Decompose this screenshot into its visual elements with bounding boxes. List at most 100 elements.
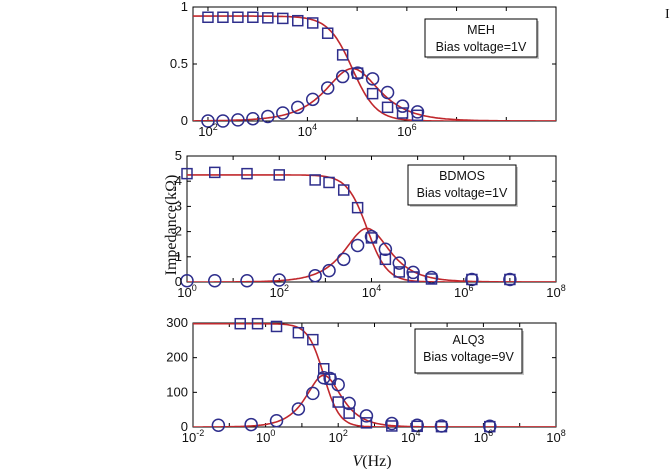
circle-marker	[410, 418, 424, 433]
x-tick-label: 108	[546, 428, 565, 445]
legend-title: MEH	[467, 23, 495, 37]
circle-marker	[365, 72, 380, 86]
circle-marker	[276, 106, 290, 120]
y-tick-label: 0	[175, 274, 182, 289]
legend-box	[407, 164, 517, 206]
data-markers	[211, 317, 497, 434]
y-tick-label: 0.5	[170, 56, 188, 71]
circle-marker	[305, 92, 320, 107]
fit-curve-real	[193, 15, 556, 121]
panel-meh: 102 104 106 0 0.5 1 MEH Bias voltage=1V	[170, 0, 557, 139]
y-axis-label: Impedance(kΩ)	[163, 175, 180, 276]
square-marker	[323, 176, 335, 189]
legend-title: ALQ3	[453, 333, 485, 347]
circle-marker	[308, 268, 322, 283]
y-tick-label: 5	[175, 148, 182, 163]
circle-marker	[269, 414, 284, 428]
square-marker	[251, 317, 264, 330]
square-marker	[337, 184, 350, 196]
circle-marker	[483, 419, 497, 434]
square-marker	[396, 107, 409, 119]
square-marker	[202, 11, 214, 24]
x-tick-label: 106	[454, 283, 473, 300]
circle-marker	[503, 272, 517, 287]
circle-marker	[380, 85, 395, 100]
square-marker	[247, 11, 259, 24]
square-marker	[292, 14, 304, 27]
x-axis-label: V(Hz)	[352, 453, 391, 469]
circle-marker	[410, 105, 425, 119]
legend-title: BDMOS	[439, 169, 485, 183]
square-marker	[360, 417, 373, 429]
square-marker	[273, 169, 285, 181]
y-tick-label: 1	[181, 0, 188, 14]
circle-marker	[406, 265, 420, 280]
circle-marker	[385, 416, 399, 431]
x-tick-label: 102	[198, 122, 217, 139]
x-axis-label-unit: (Hz)	[362, 453, 391, 469]
fit-curve-real	[187, 174, 556, 282]
legend-box	[414, 328, 523, 374]
y-tick-label: 200	[166, 350, 188, 365]
circle-marker	[291, 402, 306, 416]
fit-curve-real	[193, 323, 556, 427]
square-marker	[381, 101, 394, 114]
circle-marker	[335, 69, 350, 84]
circle-marker	[291, 100, 305, 115]
circle-marker	[246, 111, 260, 126]
square-marker	[379, 253, 392, 266]
fit-curves	[187, 174, 556, 282]
circle-marker	[216, 114, 230, 128]
square-marker	[309, 174, 321, 186]
x-tick-label: 106	[397, 122, 416, 139]
legend-subtitle: Bias voltage=9V	[423, 350, 514, 364]
square-marker	[351, 201, 364, 214]
legend-subtitle: Bias voltage=1V	[417, 186, 508, 200]
y-tick-label: 0	[181, 113, 188, 128]
circle-marker	[244, 417, 258, 432]
square-marker	[343, 407, 355, 419]
y-tick-label: 1	[175, 249, 182, 264]
square-marker	[318, 363, 330, 375]
data-markers	[201, 11, 425, 128]
panel-bdmos: 100 102 104 106 108 0 1 2 3 4 5 BDMOS Bias voltage=1…	[175, 148, 566, 300]
square-marker	[393, 266, 406, 278]
fit-curve-imag	[187, 227, 556, 282]
circle-marker	[424, 270, 439, 285]
circle-marker	[201, 114, 215, 128]
x-tick-label: 102	[328, 428, 347, 445]
x-axis-label-var: V	[352, 453, 364, 469]
fit-curves	[193, 323, 556, 427]
square-marker	[307, 333, 319, 346]
circle-marker	[392, 256, 407, 270]
square-marker	[321, 27, 334, 39]
y-tick-label: 0	[181, 419, 188, 434]
square-marker	[336, 49, 349, 61]
circle-marker	[208, 273, 222, 288]
y-tick-label: 3	[175, 198, 182, 213]
x-tick-label: 100	[256, 428, 275, 445]
square-marker	[504, 273, 516, 286]
square-marker	[241, 167, 253, 180]
circle-marker	[465, 272, 479, 287]
square-marker	[466, 273, 478, 286]
square-marker	[217, 11, 229, 24]
circle-marker	[364, 229, 379, 244]
y-tick-label: 300	[166, 315, 188, 330]
circle-marker	[240, 273, 254, 288]
x-tick-label: 104	[298, 122, 317, 139]
square-marker	[234, 317, 246, 330]
x-tick-label: 104	[401, 428, 420, 445]
fit-curve-imag	[193, 67, 556, 121]
square-marker	[270, 320, 283, 333]
circle-marker	[320, 81, 335, 95]
circle-marker	[336, 252, 351, 267]
y-tick-label: 2	[175, 224, 182, 239]
circle-marker	[350, 66, 365, 80]
square-marker	[407, 271, 419, 283]
square-marker	[209, 166, 221, 179]
circle-marker	[359, 409, 374, 423]
circle-marker	[261, 109, 275, 124]
circle-marker	[350, 238, 365, 253]
edge-mark: I	[665, 7, 670, 22]
